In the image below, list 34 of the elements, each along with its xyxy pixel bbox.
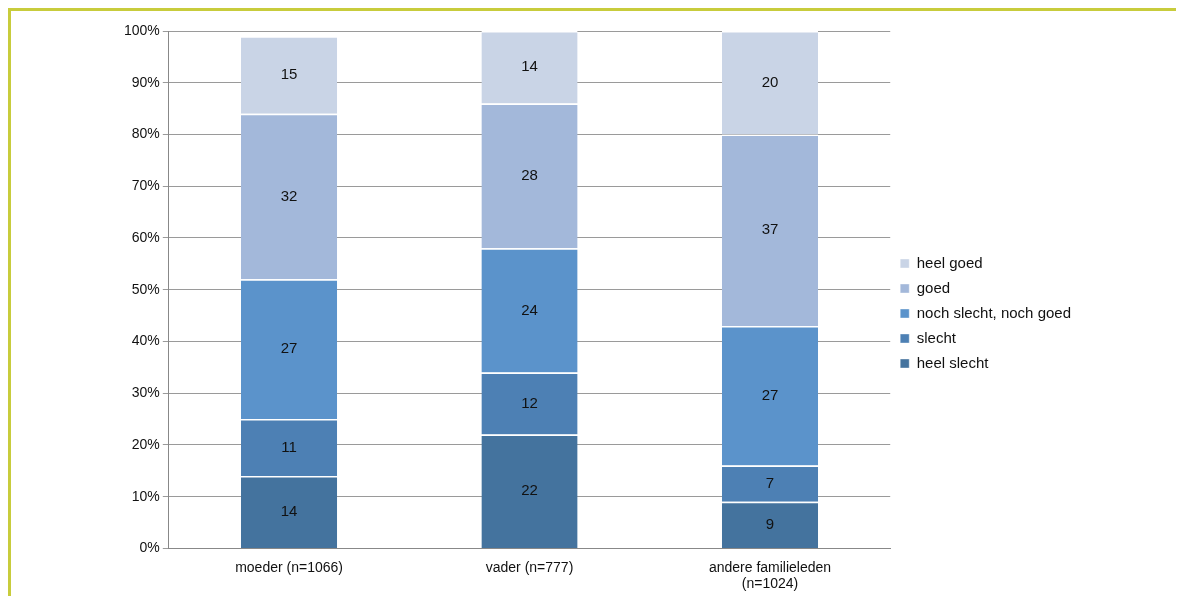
data-label: 22 — [521, 481, 538, 499]
y-tick-label: 90% — [131, 73, 160, 90]
y-tick-label: 0% — [139, 539, 160, 556]
y-tick-label: 40% — [131, 332, 160, 349]
data-label: 32 — [280, 186, 298, 204]
data-label: 28 — [521, 166, 538, 184]
legend-label: heel goed — [916, 253, 983, 271]
data-label: 12 — [521, 393, 538, 411]
data-label: 27 — [761, 385, 779, 403]
x-tick-label: vader (n=777) — [485, 558, 574, 575]
data-label: 7 — [765, 473, 775, 491]
x-tick-label: moeder (n=1066) — [235, 558, 343, 575]
y-tick-label: 20% — [131, 435, 160, 452]
data-label: 14 — [280, 502, 298, 520]
y-tick-label: 80% — [131, 125, 160, 142]
legend-label: slecht — [916, 328, 957, 346]
data-label: 9 — [765, 515, 775, 533]
data-label: 20 — [761, 72, 779, 90]
y-tick-label: 60% — [131, 228, 160, 245]
data-label: 11 — [281, 437, 297, 455]
legend-label: noch slecht, noch goed — [916, 303, 1071, 321]
data-label: 24 — [521, 300, 538, 318]
data-label: 27 — [280, 339, 298, 357]
data-label: 15 — [280, 65, 298, 83]
y-tick-label: 10% — [131, 487, 160, 504]
y-tick-label: 100% — [123, 21, 160, 38]
data-label: 14 — [521, 57, 538, 75]
y-tick-label: 50% — [131, 280, 160, 297]
data-label: 37 — [761, 220, 779, 238]
y-tick-label: 30% — [131, 384, 160, 401]
legend-label: heel slecht — [916, 353, 990, 371]
y-tick-label: 70% — [131, 177, 160, 194]
legend-label: goed — [916, 278, 951, 296]
x-tick-label: andere familieleden (n=1024) — [708, 558, 832, 592]
